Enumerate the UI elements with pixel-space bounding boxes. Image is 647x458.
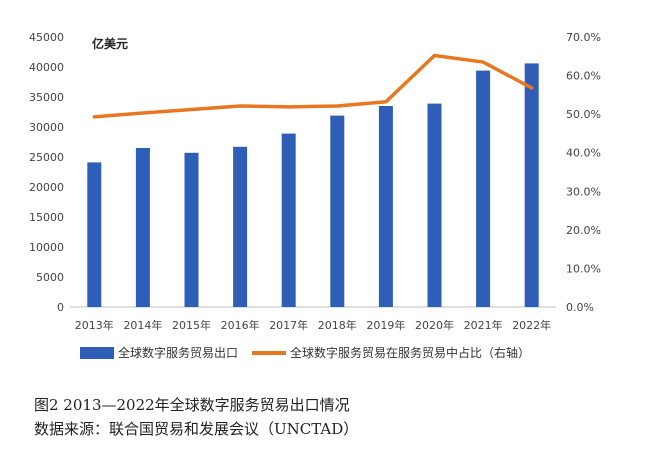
x-tick-label: 2014年 — [123, 318, 162, 332]
export-bar — [524, 63, 539, 308]
x-tick-label: 2013年 — [75, 318, 114, 332]
x-tick-label: 2018年 — [318, 318, 357, 332]
x-tick-label: 2022年 — [512, 318, 551, 332]
legend-bar-swatch — [80, 346, 114, 359]
export-bar — [184, 152, 199, 307]
y-right-tick-label: 0.0% — [566, 301, 594, 314]
y-left-tick-label: 30000 — [29, 121, 64, 134]
x-tick-label: 2020年 — [415, 318, 454, 332]
legend-line-swatch — [252, 350, 287, 355]
y-right-tick-label: 70.0% — [566, 31, 601, 44]
legend-label-export: 全球数字服务贸易出口 — [118, 346, 239, 360]
export-bar — [87, 162, 102, 307]
y-right-tick-label: 20.0% — [566, 224, 601, 237]
y-left-tick-label: 40000 — [29, 61, 64, 74]
x-tick-label: 2019年 — [366, 318, 405, 332]
y-left-tick-label: 15000 — [29, 211, 64, 224]
y-right-tick-label: 60.0% — [566, 70, 601, 83]
y-right-tick-label: 30.0% — [566, 185, 601, 198]
export-bar — [378, 106, 393, 307]
y-unit-label: 亿美元 — [92, 36, 128, 51]
x-tick-label: 2015年 — [172, 318, 211, 332]
chart: 亿美元 0 5000 10000 15000 20000 25000 30000 35000 4… — [29, 31, 601, 332]
x-tick-label: 2017年 — [269, 318, 308, 332]
y-left-tick-label: 0 — [57, 301, 64, 314]
source-note: 数据来源：联合国贸易和发展会议（UNCTAD） — [34, 420, 359, 438]
export-bar — [476, 70, 491, 307]
export-bar — [281, 133, 296, 307]
y-right-tick-label: 40.0% — [566, 147, 601, 160]
y-right-tick-label: 10.0% — [566, 262, 601, 275]
figure-caption: 图2 2013—2022年全球数字服务贸易出口情况 — [34, 396, 350, 414]
y-left-tick-label: 20000 — [29, 181, 64, 194]
y-left-tick-label: 45000 — [29, 31, 64, 44]
export-bar — [135, 148, 150, 307]
legend-label-ratio: 全球数字服务贸易在服务贸易中占比（右轴） — [290, 346, 531, 360]
x-tick-label: 2021年 — [464, 318, 503, 332]
y-left-tick-label: 5000 — [36, 271, 64, 284]
legend-item-export: 全球数字服务贸易出口 — [80, 344, 238, 361]
export-bar — [233, 146, 248, 307]
y-left-tick-label: 25000 — [29, 151, 64, 164]
x-tick-label: 2016年 — [221, 318, 260, 332]
y-left-tick-label: 10000 — [29, 241, 64, 254]
legend-item-ratio: 全球数字服务贸易在服务贸易中占比（右轴） — [238, 344, 530, 361]
y-right-tick-label: 50.0% — [566, 108, 601, 121]
ratio-series-line — [92, 53, 534, 119]
export-bar — [427, 103, 442, 307]
legend: 全球数字服务贸易出口 全球数字服务贸易在服务贸易中占比（右轴） — [80, 344, 530, 361]
export-bar — [330, 115, 345, 307]
y-left-tick-label: 35000 — [29, 91, 64, 104]
